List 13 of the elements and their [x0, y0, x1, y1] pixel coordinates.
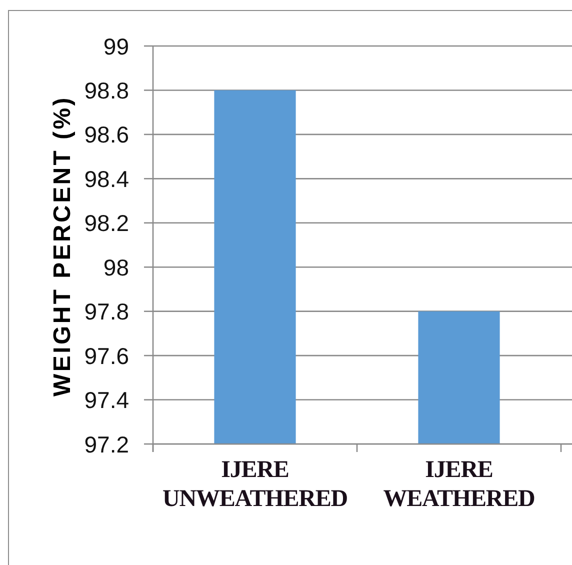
y-axis-title: WEIGHT PERCENT (%): [49, 96, 76, 396]
y-tick-label: 98.4: [84, 166, 130, 192]
y-tick-label: 97.8: [84, 298, 129, 325]
y-tick-label: 98.2: [84, 210, 129, 236]
x-tick-label: IJERE WEATHERED: [383, 457, 536, 512]
y-tick-label: 98: [103, 254, 129, 280]
y-tick-label: 97.4: [84, 387, 130, 414]
y-tick-label: 98.8: [84, 78, 129, 104]
y-tick-label: 98.6: [84, 122, 129, 148]
y-tick-label: 99: [103, 33, 129, 60]
y-tick-label: 97.6: [84, 342, 129, 369]
y-tick-label: 97.2: [84, 431, 129, 458]
x-tick-label: IJERE UNWEATHERED: [162, 457, 348, 512]
